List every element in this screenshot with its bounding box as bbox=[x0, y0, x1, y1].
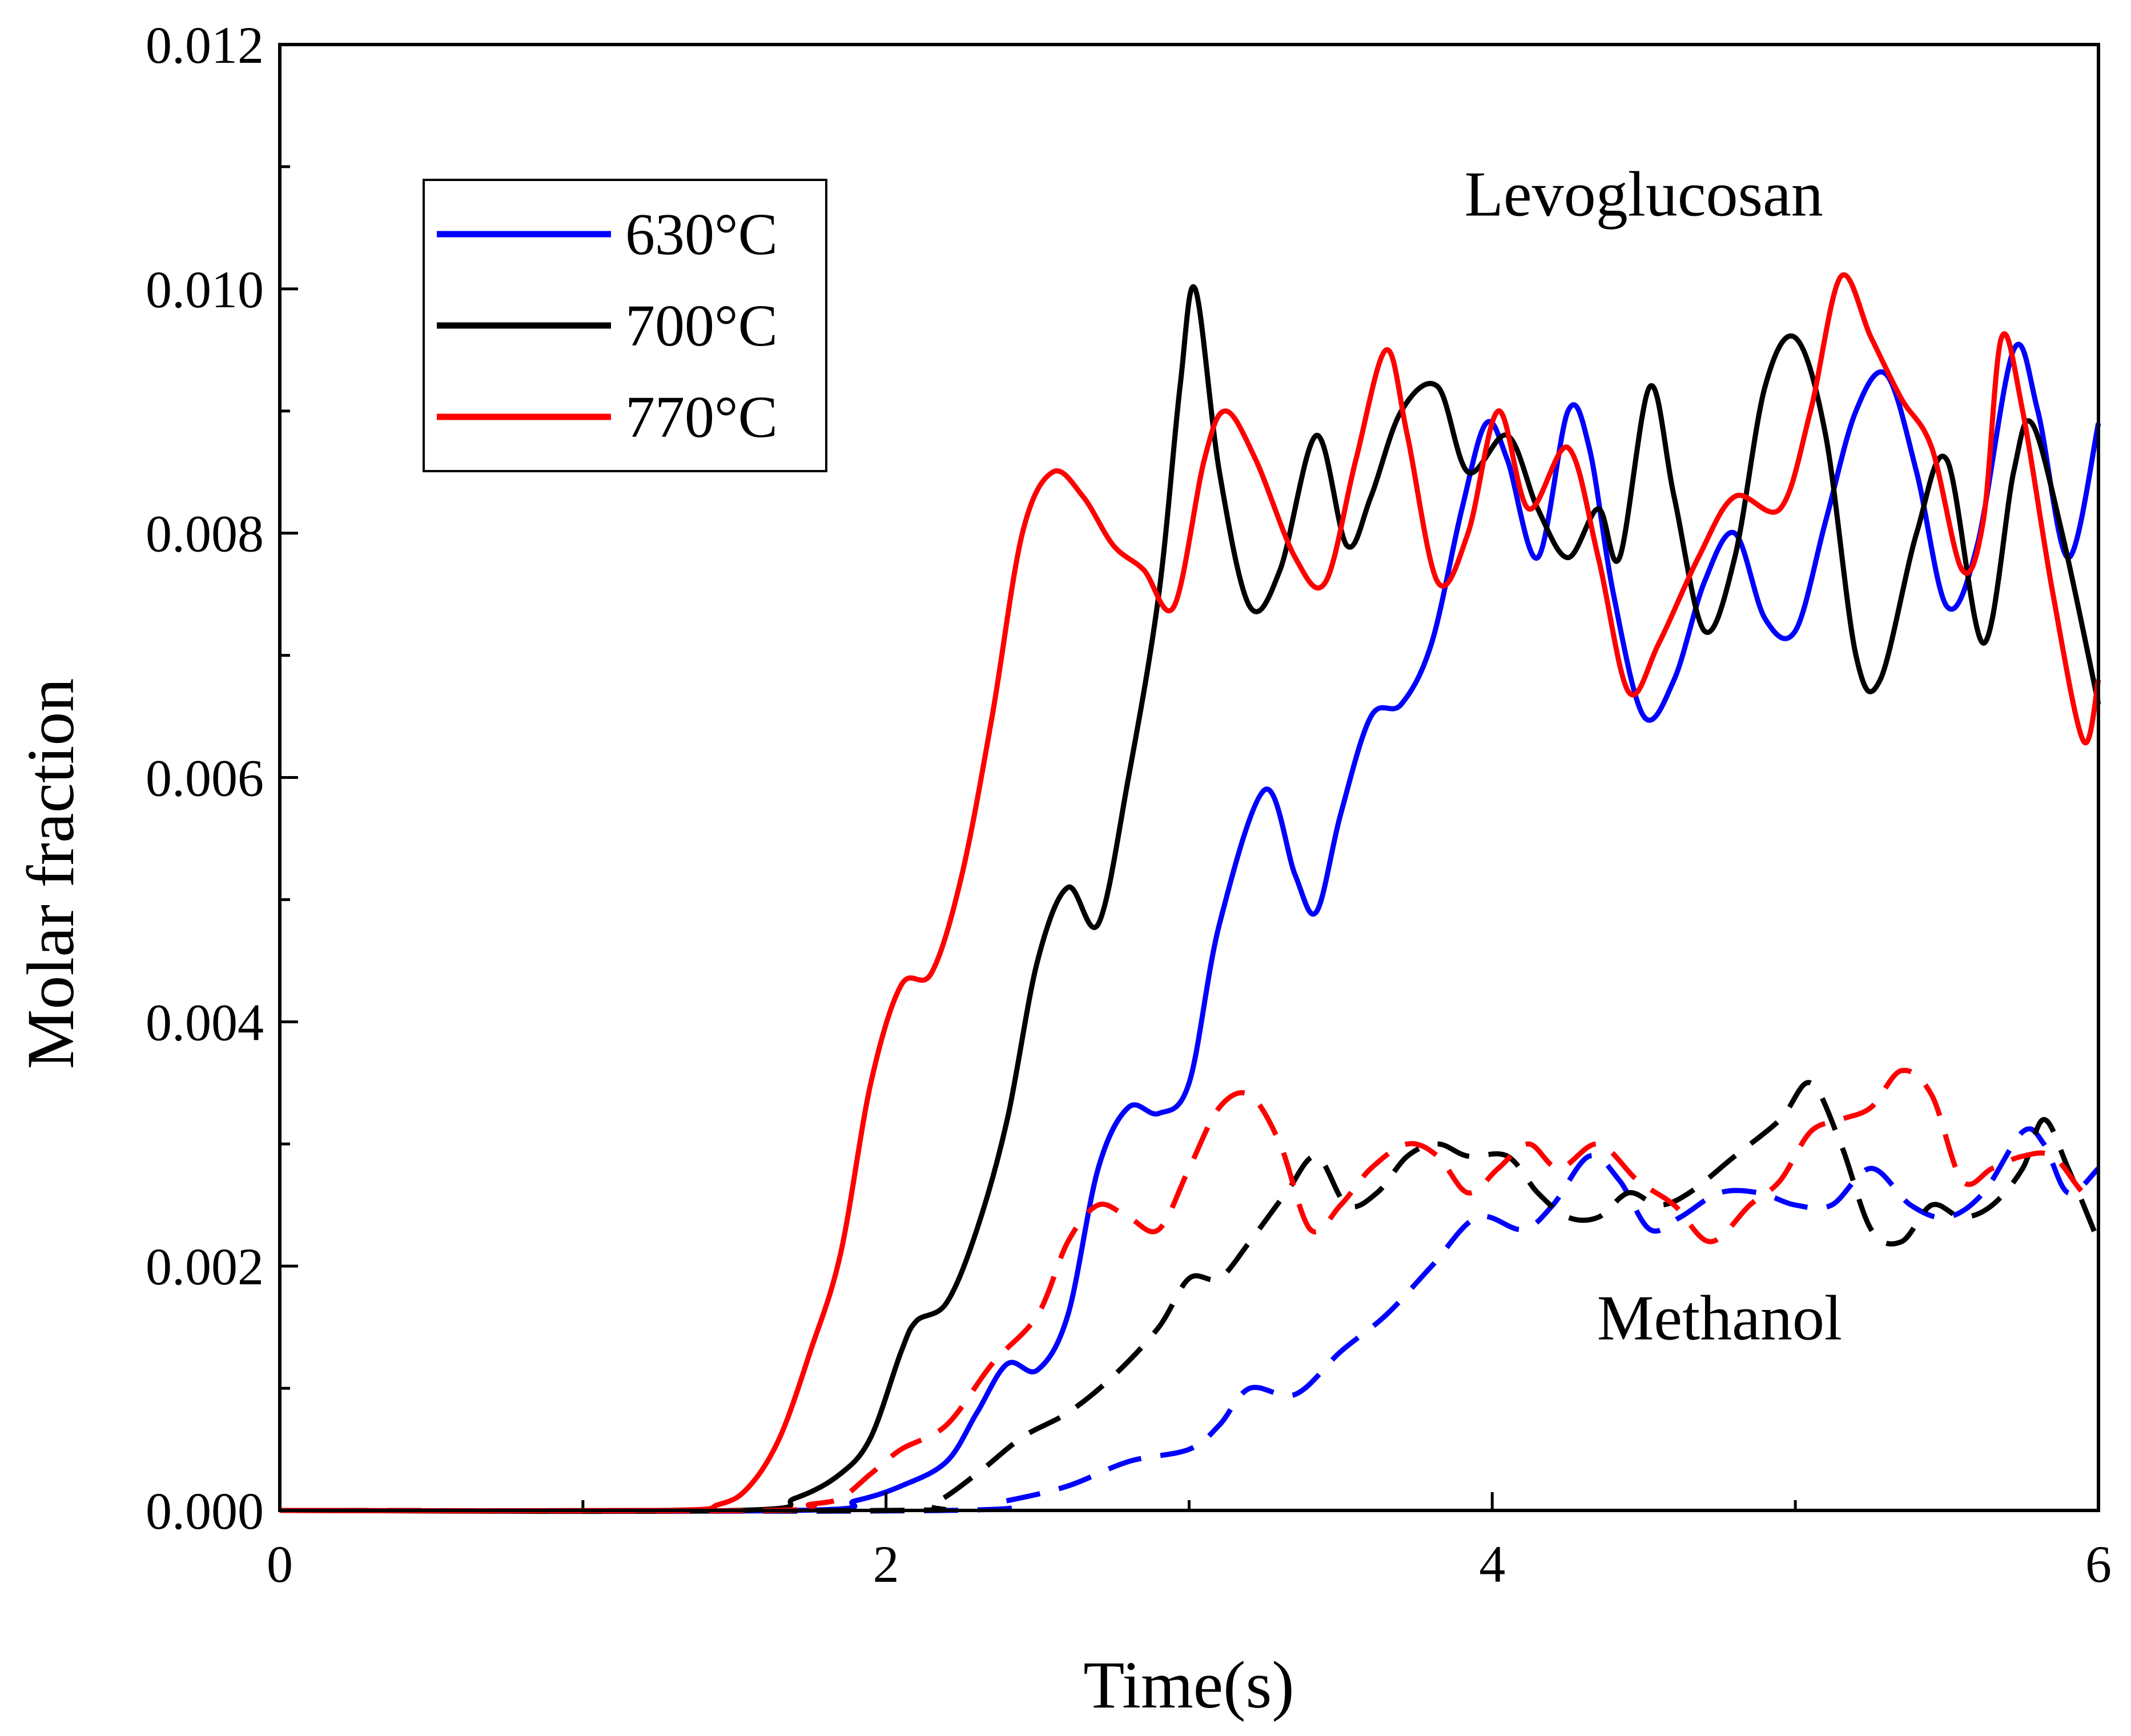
ticks-layer bbox=[278, 43, 2100, 1512]
y-tick-label: 0.000 bbox=[146, 1482, 264, 1540]
legend-label-630: 630°C bbox=[625, 202, 778, 267]
y-tick-label: 0.002 bbox=[146, 1237, 264, 1296]
annotation-methanol: Methanol bbox=[1597, 1283, 1842, 1354]
legend-label-700: 700°C bbox=[625, 293, 778, 359]
x-axis-title: Time(s) bbox=[1083, 1647, 1294, 1722]
y-tick-label: 0.004 bbox=[146, 993, 264, 1051]
series-layer bbox=[279, 272, 2101, 1514]
x-tick-label: 6 bbox=[2085, 1535, 2112, 1593]
y-tick-label: 0.008 bbox=[146, 505, 264, 563]
series-line-levoglucosan-630-c bbox=[279, 341, 2101, 1514]
labels-layer: 0 2 4 6 0.000 0.002 0.004 0.006 0.008 0.010 0.012 bbox=[146, 16, 2112, 1593]
x-tick-label: 0 bbox=[267, 1535, 293, 1593]
series-line-methanol-770-c bbox=[279, 1067, 2100, 1514]
x-tick-label: 2 bbox=[873, 1535, 899, 1593]
y-tick-label: 0.012 bbox=[146, 16, 264, 74]
x-tick-label: 4 bbox=[1479, 1535, 1505, 1593]
y-tick-label: 0.006 bbox=[146, 749, 264, 807]
series-line-methanol-630-c bbox=[279, 1126, 2101, 1514]
y-axis-title: Molar fraction bbox=[13, 678, 88, 1070]
legend-label-770: 770°C bbox=[625, 384, 778, 450]
annotation-levoglucosan: Levoglucosan bbox=[1465, 159, 1823, 230]
y-tick-label: 0.010 bbox=[146, 260, 264, 319]
series-line-levoglucosan-770-c bbox=[279, 272, 2101, 1514]
legend: 630°C 700°C 770°C bbox=[423, 179, 827, 472]
